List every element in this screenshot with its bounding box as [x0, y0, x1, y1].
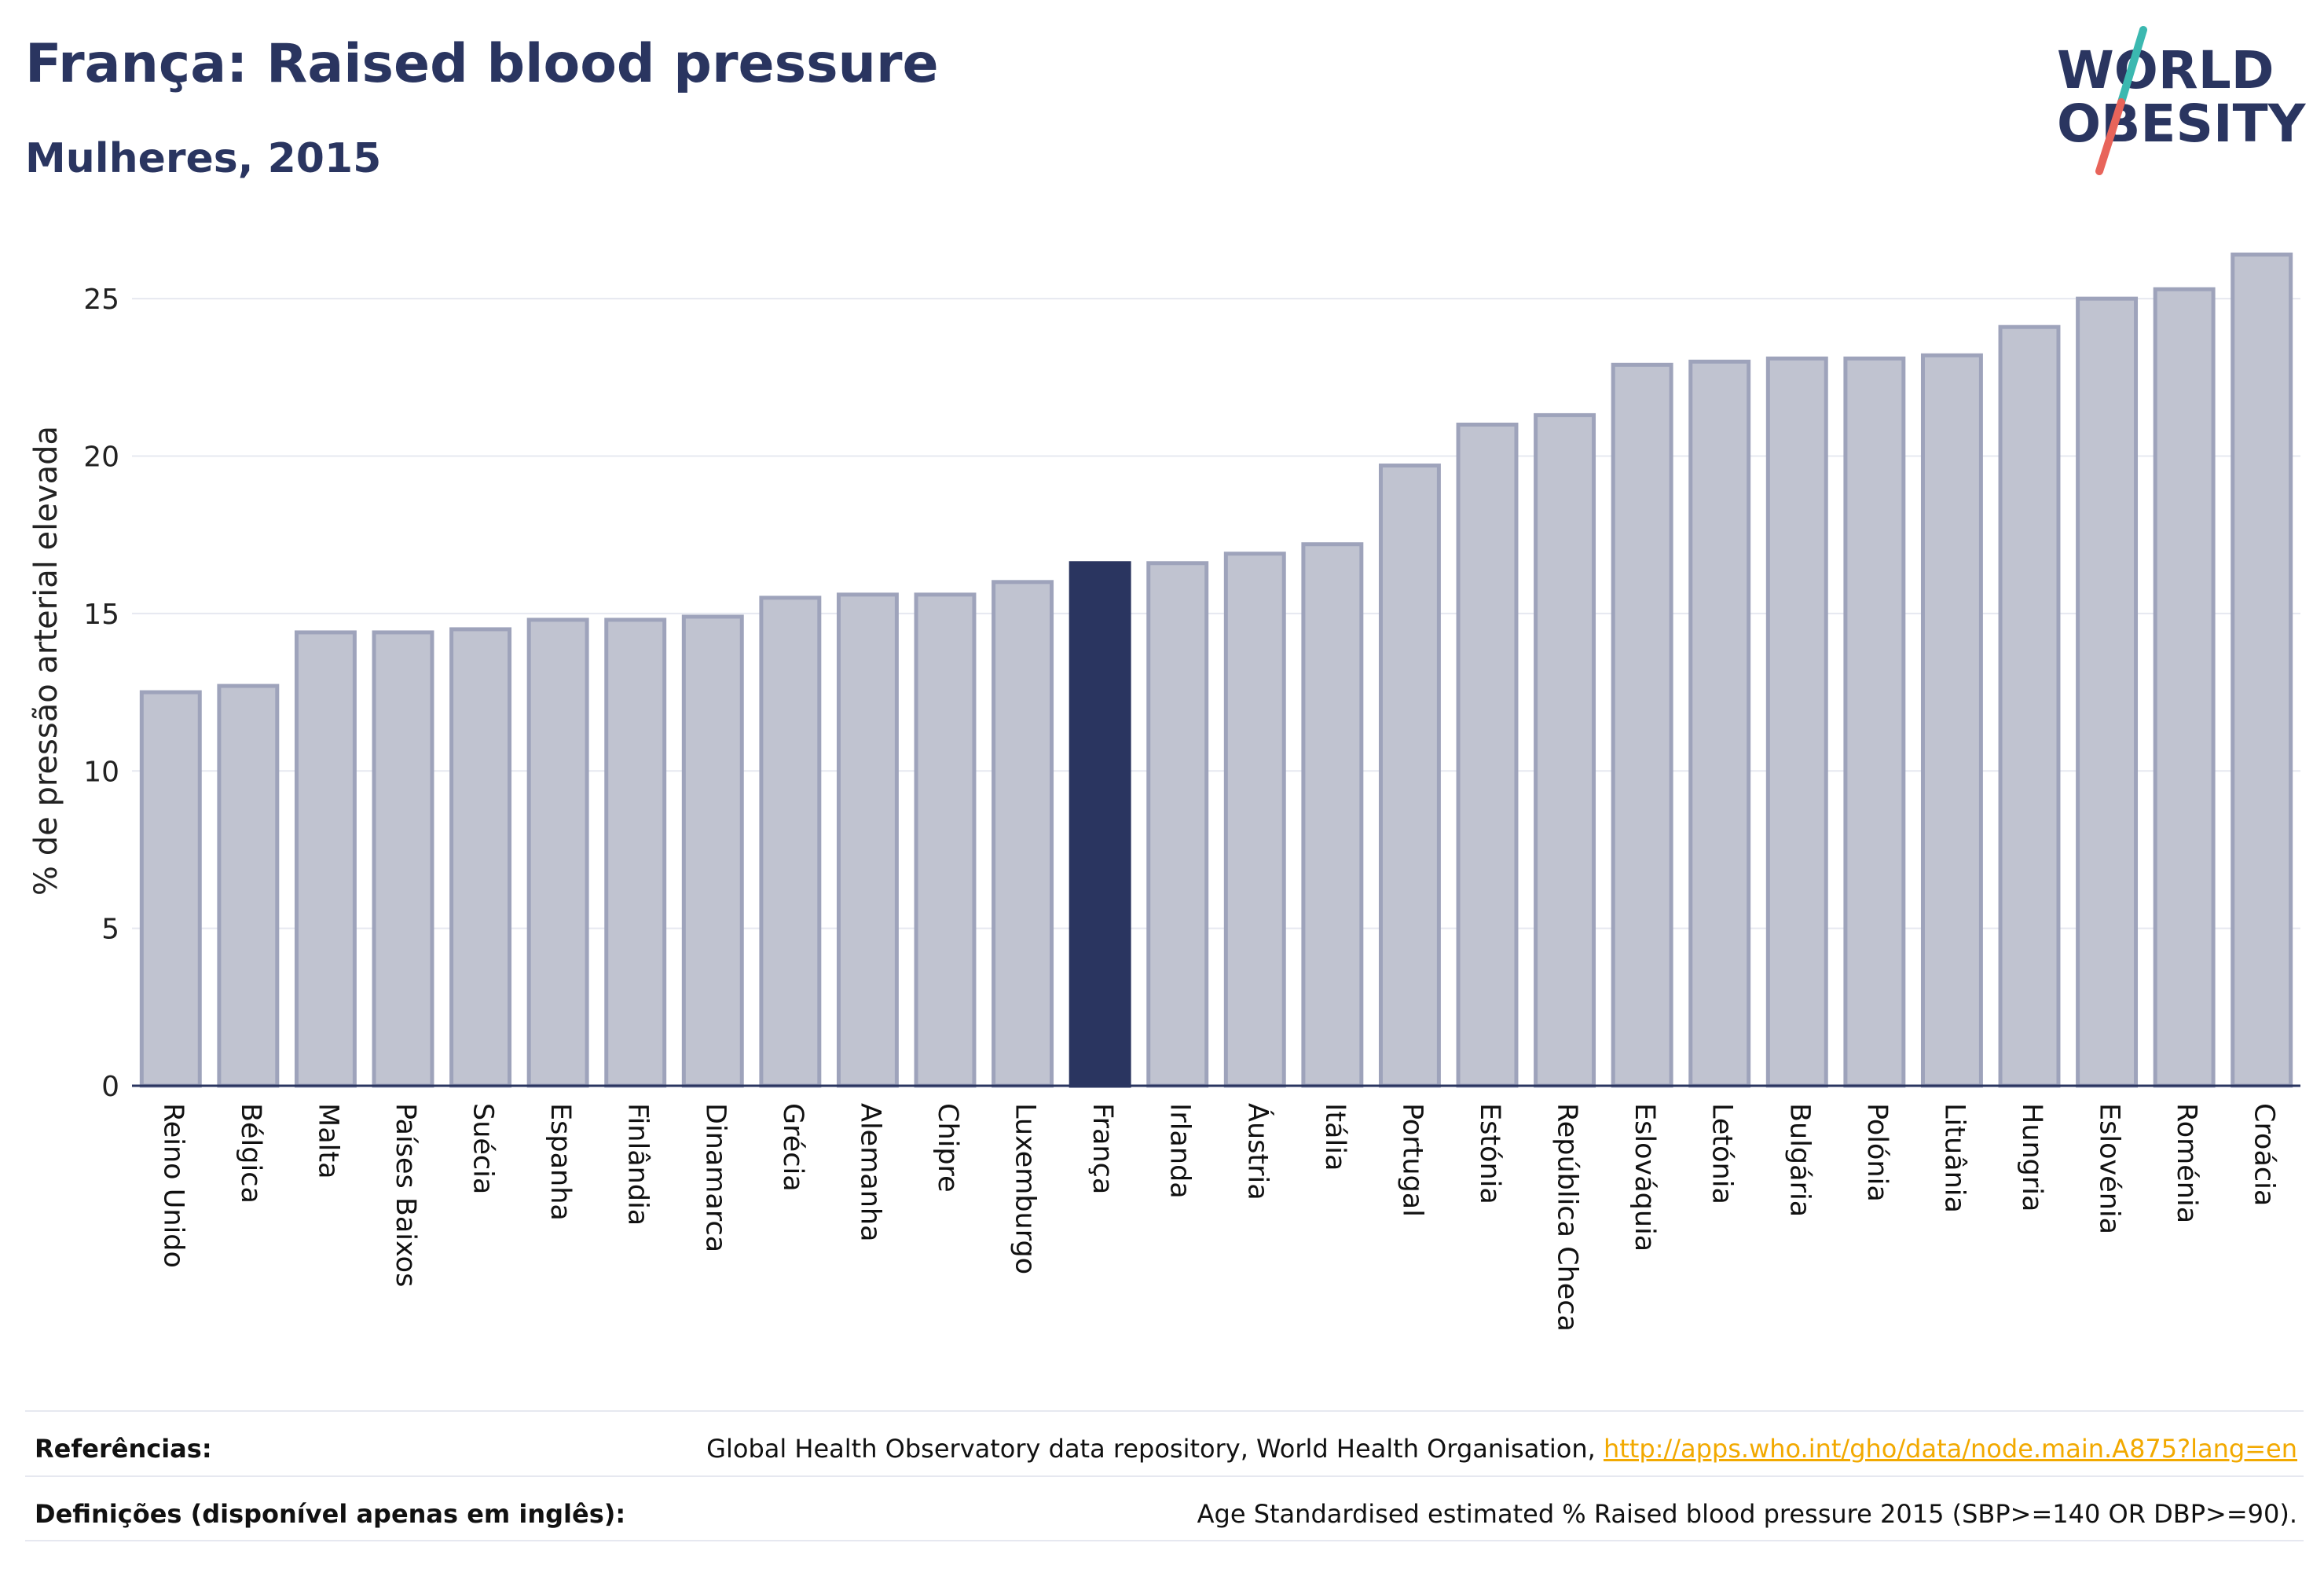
- x-tick-label: Suécia: [467, 1103, 499, 1194]
- x-tick-label: Reino Unido: [157, 1103, 189, 1268]
- chart-subtitle: Mulheres, 2015: [25, 135, 382, 182]
- bar-22: [1843, 356, 1906, 1088]
- bar-10: [914, 592, 977, 1088]
- bar-7: [681, 614, 744, 1088]
- x-tick-label: Malta: [312, 1103, 343, 1179]
- bar-12: [1069, 561, 1131, 1088]
- footer-divider-top: [25, 1410, 2304, 1412]
- y-tick-label: 5: [101, 914, 119, 946]
- x-tick-label: Espanha: [544, 1103, 576, 1221]
- chart-title: França: Raised blood pressure: [25, 33, 939, 95]
- bar-21: [1765, 356, 1828, 1088]
- bar-3: [372, 630, 434, 1088]
- definitions-label: Definições (disponível apenas em inglês)…: [35, 1499, 626, 1529]
- x-tick-label: França: [1087, 1103, 1118, 1194]
- x-tick-label: Eslováquia: [1629, 1103, 1660, 1252]
- bar-20: [1688, 359, 1751, 1088]
- bar-26: [2153, 287, 2216, 1088]
- world-obesity-logo: WORLD OBESITY: [2057, 26, 2307, 175]
- x-tick-label: Luxemburgo: [1010, 1103, 1041, 1274]
- x-tick-label: Portugal: [1396, 1103, 1428, 1217]
- x-tick-label: Croácia: [2249, 1103, 2280, 1206]
- bar-9: [836, 592, 899, 1088]
- x-tick-label: Lituânia: [1938, 1103, 1970, 1213]
- x-tick-label: Alemanha: [854, 1103, 885, 1242]
- bar-chart: 0 5 10 15 20 25 % de pressão arterial elevada R…: [28, 252, 2300, 1332]
- x-tick-label: Polónia: [1861, 1103, 1893, 1202]
- bar-0: [139, 690, 202, 1088]
- x-tick-label: Países Baixos: [390, 1103, 421, 1287]
- bar-23: [1920, 353, 1983, 1088]
- logo-line2: OBESITY: [2057, 93, 2307, 154]
- bar-27: [2231, 252, 2293, 1088]
- bar-14: [1223, 552, 1286, 1088]
- y-tick-label: 20: [83, 442, 119, 474]
- x-tick-label: Roménia: [2171, 1103, 2202, 1223]
- bar-6: [604, 618, 667, 1088]
- bar-25: [2076, 296, 2139, 1088]
- y-tick-label: 0: [101, 1071, 119, 1103]
- bar-4: [449, 627, 512, 1088]
- x-tick-label: Bulgária: [1783, 1103, 1815, 1217]
- x-tick-label: Dinamarca: [699, 1103, 731, 1252]
- bar-15: [1301, 542, 1364, 1088]
- x-tick-label: Chipre: [932, 1103, 963, 1193]
- x-tick-label: Itália: [1319, 1103, 1351, 1171]
- x-tick-label: Áustria: [1241, 1103, 1274, 1200]
- logo-line1: WORLD: [2057, 40, 2275, 101]
- x-tick-label: Letónia: [1706, 1103, 1738, 1204]
- x-tick-label: Grécia: [777, 1103, 808, 1192]
- references-text: Global Health Observatory data repositor…: [706, 1434, 1604, 1464]
- bar-8: [759, 596, 822, 1088]
- definitions-text: Age Standardised estimated % Raised bloo…: [1197, 1499, 2297, 1529]
- y-tick-label: 15: [83, 599, 119, 631]
- bar-18: [1534, 412, 1596, 1088]
- x-tick-label: Hungria: [2016, 1103, 2047, 1211]
- footer-divider-middle: [25, 1475, 2304, 1477]
- footer-definitions-row: Definições (disponível apenas em inglês)…: [35, 1483, 2297, 1538]
- references-label: Referências:: [35, 1434, 212, 1464]
- logo-slash-teal: [2117, 26, 2147, 106]
- y-tick-label: 25: [83, 284, 119, 316]
- footer-divider-bottom: [25, 1540, 2304, 1541]
- logo-slash-coral: [2095, 98, 2125, 175]
- x-tick-label: Estónia: [1474, 1103, 1505, 1204]
- x-tick-label: Eslovénia: [2094, 1103, 2125, 1234]
- bar-5: [526, 618, 589, 1088]
- bar-16: [1378, 464, 1441, 1088]
- x-tick-label: República Checa: [1552, 1103, 1583, 1332]
- x-tick-label: Bélgica: [235, 1103, 266, 1204]
- bar-11: [992, 580, 1054, 1088]
- references-value: Global Health Observatory data repositor…: [706, 1434, 2297, 1464]
- bar-17: [1456, 422, 1519, 1088]
- bar-13: [1146, 561, 1209, 1088]
- y-tick-label: 10: [83, 756, 119, 788]
- x-tick-label: Irlanda: [1164, 1103, 1196, 1199]
- y-axis-title: % de pressão arterial elevada: [28, 426, 64, 896]
- bar-24: [1998, 324, 2061, 1088]
- bar-2: [294, 630, 357, 1088]
- x-tick-label: Finlândia: [622, 1103, 654, 1226]
- bar-1: [217, 684, 280, 1088]
- references-link[interactable]: http://apps.who.int/gho/data/node.main.A…: [1603, 1434, 2297, 1464]
- bar-19: [1611, 362, 1673, 1088]
- footer-references-row: Referências: Global Health Observatory d…: [35, 1418, 2297, 1473]
